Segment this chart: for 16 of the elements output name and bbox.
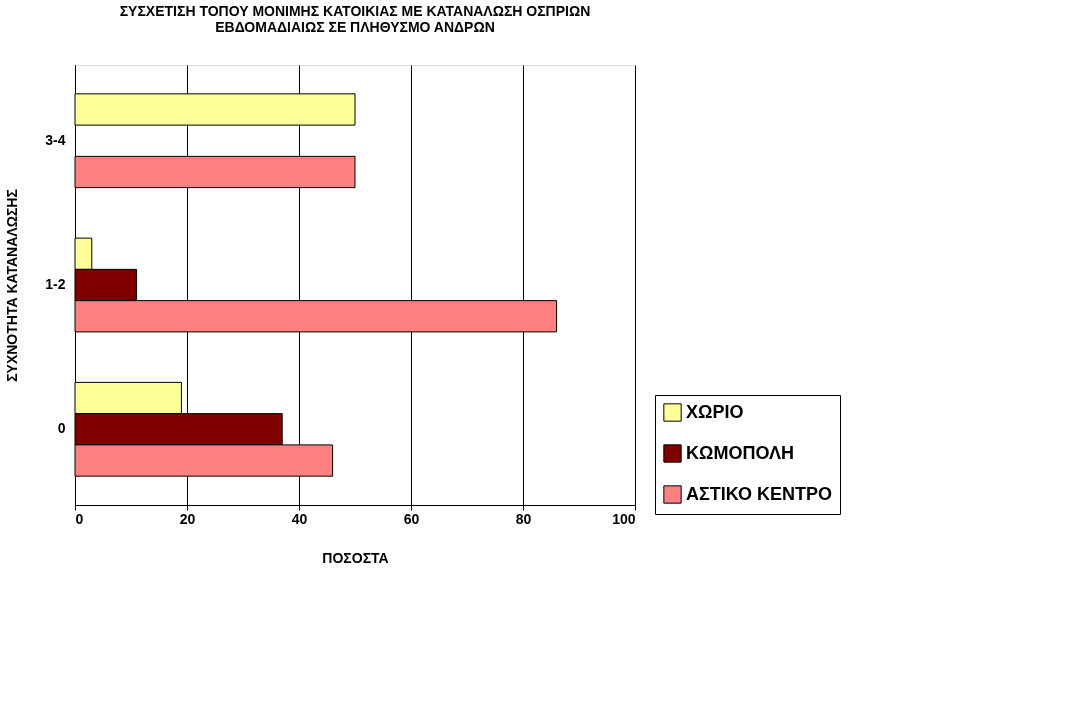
legend-label: ΧΩΡΙΟ (686, 401, 744, 422)
y-tick-label: 1-2 (45, 276, 66, 292)
y-tick-label: 3-4 (45, 131, 66, 148)
x-tick-label: 0 (75, 510, 84, 527)
x-tick-label: 40 (291, 510, 308, 527)
x-tick-label: 20 (179, 510, 196, 527)
legend-label: ΚΩΜΟΠΟΛΗ (686, 442, 794, 463)
legend-label: ΑΣΤΙΚΟ ΚΕΝΤΡΟ (686, 483, 832, 504)
x-tick-label: 60 (403, 510, 420, 527)
x-axis-title: ΠΟΣΟΣΤΑ (322, 549, 389, 566)
y-axis-title: ΣΥΧΝΟΤΗΤΑ ΚΑΤΑΝΑΛΩΣΗΣ (4, 189, 21, 382)
x-tick-label: 100 (612, 510, 636, 527)
x-tick-label: 80 (515, 510, 532, 527)
text: ΣΥΣΧΕΤΙΣΗ ΤΟΠΟΥ ΜΟΝΙΜΗΣ ΚΑΤΟΙΚΙΑΣ ΜΕ ΚΑΤΑΝΑΛΩΣΗ ΟΣΠΡΙΩΝ (119, 3, 591, 19)
text: ΕΒΔΟΜΑΔΙΑΙΩΣ ΣΕ ΠΛΗΘΥΣΜΟ ΑΝΔΡΩΝ (215, 19, 495, 35)
y-tick-label: 0 (57, 420, 66, 437)
